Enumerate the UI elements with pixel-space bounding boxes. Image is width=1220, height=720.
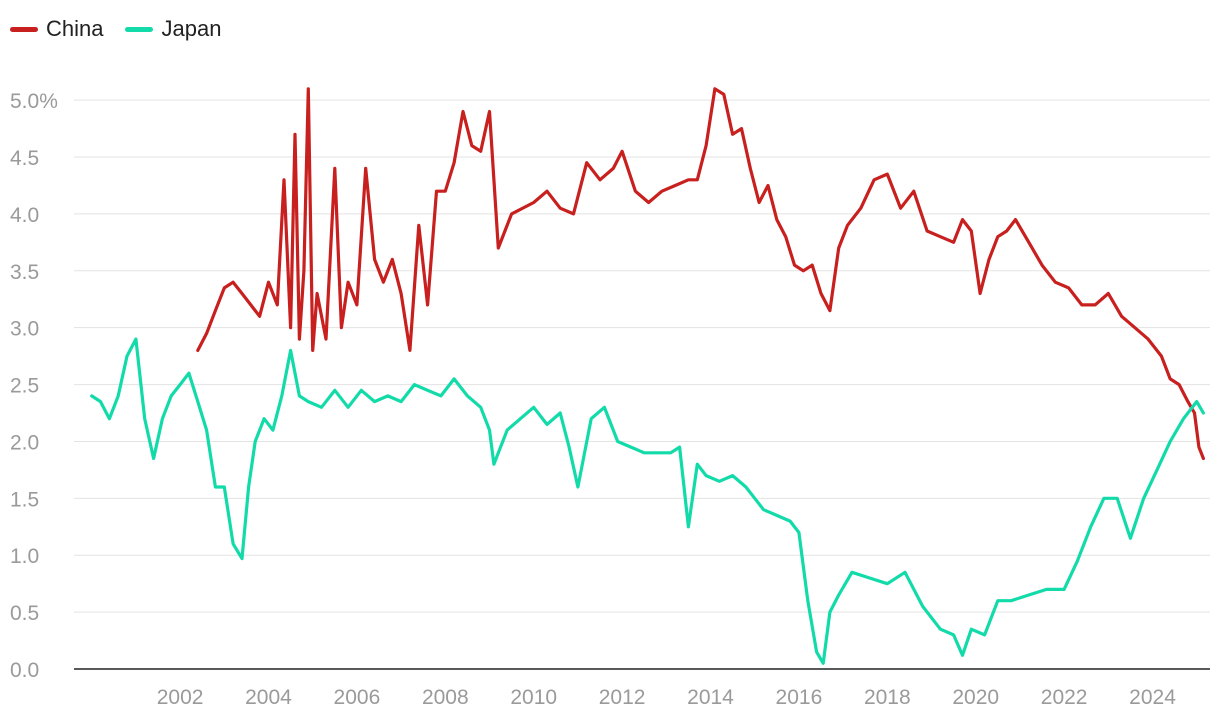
y-tick-label: 4.0	[10, 204, 39, 227]
y-tick-label: 3.0	[10, 318, 39, 341]
x-tick-label: 2002	[157, 686, 204, 709]
y-tick-label: 2.0	[10, 431, 39, 454]
x-tick-label: 2014	[687, 686, 734, 709]
series-line-china	[196, 87, 1205, 461]
series-group	[90, 87, 1205, 665]
x-tick-label: 2016	[776, 686, 823, 709]
y-tick-label: 3.5	[10, 261, 39, 284]
x-tick-label: 2004	[245, 686, 292, 709]
legend-item-china[interactable]: China	[10, 16, 103, 42]
legend-label-japan: Japan	[161, 16, 222, 41]
series-line-japan	[90, 337, 1205, 665]
x-tick-label: 2018	[864, 686, 911, 709]
y-axis: 0.0 0.5 1.0 1.5 2.0 2.5 3.0 3.5 4.0 4.5 5.0%	[10, 90, 58, 682]
y-tick-label: 0.0	[10, 659, 39, 682]
legend-item-japan[interactable]: Japan	[125, 16, 221, 42]
x-tick-label: 2022	[1041, 686, 1088, 709]
x-tick-label: 2024	[1129, 686, 1176, 709]
grid-lines	[74, 99, 1210, 613]
legend-swatch-china	[10, 26, 38, 32]
y-tick-label: 0.5	[10, 602, 39, 625]
y-tick-label: 4.5	[10, 147, 39, 170]
x-tick-label: 2012	[599, 686, 646, 709]
x-tick-label: 2010	[510, 686, 557, 709]
y-tick-label: 1.0	[10, 545, 39, 568]
legend-swatch-japan	[125, 26, 154, 32]
x-tick-label: 2008	[422, 686, 469, 709]
y-tick-label: 1.5	[10, 488, 39, 511]
y-tick-label: 5.0%	[10, 90, 58, 113]
x-tick-label: 2020	[952, 686, 999, 709]
x-axis: 2002 2004 2006 2008 2010 2012 2014 2016 2018 2020…	[74, 668, 1210, 709]
y-tick-label: 2.5	[10, 375, 39, 398]
x-tick-label: 2006	[334, 686, 381, 709]
chart-legend: China Japan	[10, 16, 221, 42]
legend-label-china: China	[46, 16, 104, 41]
